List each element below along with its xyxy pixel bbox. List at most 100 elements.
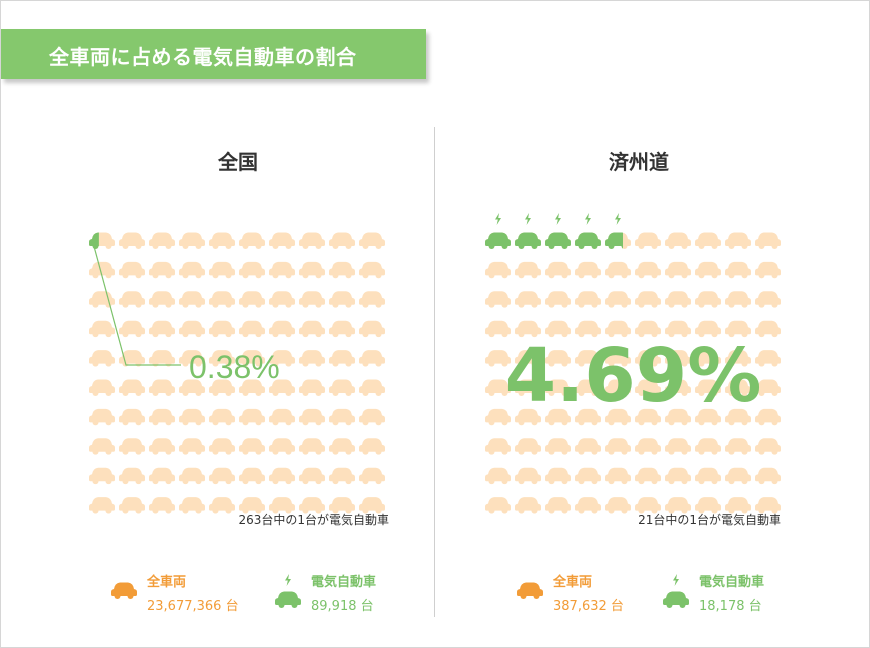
car-icon bbox=[239, 467, 265, 485]
car-icon bbox=[119, 497, 145, 514]
car-icon bbox=[665, 261, 691, 279]
car-icon bbox=[119, 408, 145, 426]
legend-label-all-vehicles: 全車両 bbox=[553, 575, 593, 590]
bolt-icon bbox=[555, 213, 561, 225]
car-icon bbox=[635, 438, 661, 455]
car-icon bbox=[119, 438, 145, 455]
car-icon bbox=[329, 379, 355, 396]
car-icon bbox=[119, 467, 145, 485]
car-icon bbox=[269, 408, 295, 426]
car-icon bbox=[239, 438, 265, 455]
car-icon bbox=[665, 438, 691, 455]
percent-label-national: 0.38% bbox=[189, 349, 280, 385]
car-icon bbox=[695, 232, 721, 249]
car-icon bbox=[119, 379, 145, 396]
car-icon bbox=[239, 291, 265, 308]
car-icon bbox=[209, 467, 235, 485]
car-icon bbox=[665, 291, 691, 308]
car-icon bbox=[725, 261, 751, 279]
car-icon bbox=[149, 408, 175, 426]
car-icon bbox=[209, 408, 235, 426]
car-icon bbox=[329, 320, 355, 338]
car-icon bbox=[179, 408, 205, 426]
car-icon bbox=[119, 261, 145, 279]
car-icon bbox=[359, 291, 385, 308]
car-icon bbox=[635, 261, 661, 279]
car-icon bbox=[329, 408, 355, 426]
car-icon bbox=[119, 320, 145, 338]
car-icon bbox=[515, 467, 541, 485]
car-icon bbox=[329, 261, 355, 279]
ev-marks bbox=[485, 213, 623, 249]
car-icon bbox=[515, 291, 541, 308]
car-icon bbox=[269, 438, 295, 455]
car-icon bbox=[485, 261, 511, 279]
car-icon bbox=[149, 320, 175, 338]
ev-car-icon bbox=[545, 232, 571, 249]
car-icon bbox=[299, 232, 325, 249]
region-title-jeju: 済州道 bbox=[609, 150, 669, 174]
bolt-icon bbox=[585, 213, 591, 225]
legend-label-all-vehicles: 全車両 bbox=[147, 575, 187, 590]
car-icon bbox=[149, 467, 175, 485]
car-icon bbox=[149, 232, 175, 249]
car-icon bbox=[299, 261, 325, 279]
car-icon bbox=[605, 467, 631, 485]
car-icon bbox=[605, 291, 631, 308]
bolt-icon bbox=[673, 574, 679, 586]
car-icon bbox=[545, 467, 571, 485]
car-icon bbox=[299, 438, 325, 455]
car-icon bbox=[209, 232, 235, 249]
ev-car-icon bbox=[485, 232, 511, 249]
car-icon bbox=[755, 438, 781, 455]
bolt-icon bbox=[285, 574, 291, 586]
car-icon bbox=[89, 408, 115, 426]
car-icon bbox=[725, 438, 751, 455]
car-icon bbox=[635, 232, 661, 249]
car-icon bbox=[119, 291, 145, 308]
car-icon bbox=[695, 291, 721, 308]
car-icon bbox=[359, 232, 385, 249]
car-icon bbox=[515, 261, 541, 279]
car-icon bbox=[635, 467, 661, 485]
bolt-icon bbox=[615, 213, 621, 225]
car-icon bbox=[179, 291, 205, 308]
car-icon bbox=[149, 350, 175, 367]
car-icon bbox=[575, 438, 601, 455]
car-icon bbox=[269, 261, 295, 279]
car-icon bbox=[149, 379, 175, 396]
car-icon bbox=[179, 232, 205, 249]
bolt-icon bbox=[99, 213, 105, 225]
car-icon bbox=[209, 291, 235, 308]
car-icon bbox=[239, 261, 265, 279]
caption-jeju: 21台中の1台が電気自動車 bbox=[638, 513, 781, 527]
ev-car-icon bbox=[663, 591, 689, 608]
bolt-icon bbox=[525, 213, 531, 225]
ev-car-icon bbox=[275, 591, 301, 608]
car-icon bbox=[605, 497, 631, 514]
car-icon bbox=[89, 350, 115, 367]
legend-value-ev: 89,918 台 bbox=[311, 599, 374, 614]
car-icon bbox=[329, 438, 355, 455]
legend-value-all-vehicles: 387,632 台 bbox=[553, 599, 624, 614]
car-icon bbox=[575, 291, 601, 308]
car-icon bbox=[329, 291, 355, 308]
car-icon bbox=[179, 497, 205, 514]
car-icon bbox=[359, 261, 385, 279]
car-icon bbox=[695, 438, 721, 455]
car-icon bbox=[725, 291, 751, 308]
car-icon bbox=[299, 408, 325, 426]
car-icon bbox=[209, 261, 235, 279]
car-icon bbox=[269, 320, 295, 338]
car-icon bbox=[299, 467, 325, 485]
car-icon bbox=[545, 261, 571, 279]
car-icon bbox=[755, 291, 781, 308]
car-icon bbox=[89, 320, 115, 338]
car-icon bbox=[517, 582, 543, 599]
car-icon bbox=[209, 438, 235, 455]
car-icon bbox=[695, 261, 721, 279]
bolt-icon bbox=[495, 213, 501, 225]
car-icon bbox=[359, 379, 385, 396]
car-icon bbox=[485, 291, 511, 308]
